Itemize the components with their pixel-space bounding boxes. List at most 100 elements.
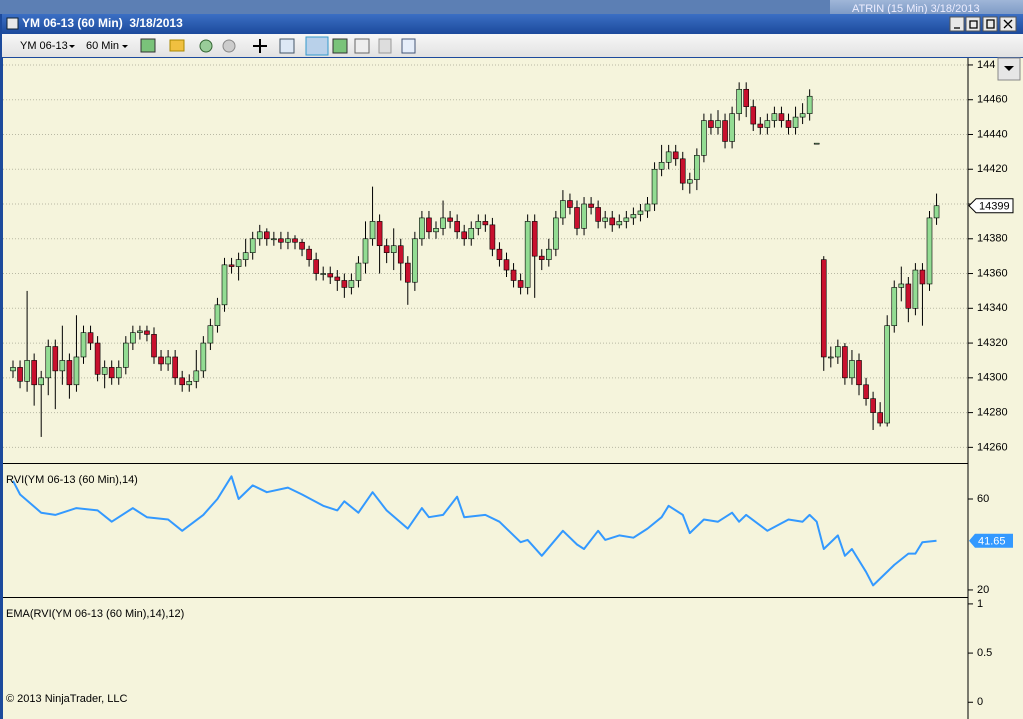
- candle-body: [52, 346, 59, 372]
- y-tick-label: 14460: [977, 94, 1008, 106]
- zoom-in-button[interactable]: [199, 39, 213, 53]
- candle-body: [524, 221, 531, 288]
- dropdown-arrow: [122, 45, 128, 48]
- candle-body: [179, 377, 185, 386]
- period-selector[interactable]: 60 Min: [86, 40, 119, 52]
- candle-body: [905, 283, 912, 309]
- value-axis: [968, 58, 1023, 719]
- candle-body: [285, 238, 291, 243]
- crosshair-button[interactable]: [253, 39, 267, 53]
- candle-body: [898, 283, 905, 288]
- candle-body: [397, 245, 404, 264]
- candle-body: [45, 346, 52, 379]
- properties-button[interactable]: [401, 38, 416, 54]
- candle-body: [581, 203, 587, 229]
- candle-body: [214, 304, 221, 326]
- candle-body: [517, 280, 524, 288]
- candle-body: [665, 151, 672, 163]
- candle-body: [496, 248, 503, 260]
- window-buttons: [949, 16, 1017, 32]
- candle-body: [87, 332, 94, 344]
- candle-body: [884, 325, 891, 424]
- candle-body: [567, 200, 573, 208]
- candle-body: [433, 228, 439, 233]
- candle-body: [426, 217, 432, 233]
- y-tick-label: 20: [977, 584, 989, 596]
- candle-body: [574, 207, 580, 229]
- candle-body: [912, 269, 919, 309]
- candle-body: [292, 238, 298, 243]
- background-window[interactable]: [830, 0, 1023, 14]
- candle-body: [10, 367, 16, 372]
- candle-body: [792, 116, 799, 128]
- candle-body: [108, 367, 115, 379]
- candle-body: [412, 238, 418, 283]
- last-value-label: 41.65: [978, 536, 1006, 548]
- candle-body: [933, 205, 940, 219]
- orders-button[interactable]: [378, 38, 392, 54]
- last-price-marker: [968, 198, 1014, 214]
- indicator-line: [12, 475, 937, 587]
- zoom-out-button[interactable]: [222, 39, 236, 53]
- y-tick-label: 14260: [977, 441, 1008, 453]
- candle-body: [799, 113, 806, 118]
- candle-body: [729, 113, 735, 142]
- candle-body: [877, 412, 883, 424]
- candle-body: [101, 367, 108, 375]
- candle-body: [694, 155, 700, 180]
- candle-body: [771, 113, 778, 121]
- chart-style-button[interactable]: [140, 38, 156, 53]
- draw-tool-button[interactable]: [169, 39, 185, 52]
- y-tick-label: 14380: [977, 233, 1008, 245]
- candle-body: [249, 238, 256, 253]
- candle-body: [299, 241, 305, 250]
- candle-body: [59, 360, 66, 372]
- candle-body: [588, 203, 594, 208]
- strategies-button[interactable]: [354, 38, 370, 54]
- y-tick-label: 0.5: [977, 647, 992, 659]
- window-icon: [6, 17, 19, 30]
- candle-body: [454, 221, 460, 233]
- bar-chart-button[interactable]: [305, 36, 329, 56]
- candle-body: [813, 142, 820, 145]
- candle-body: [271, 238, 277, 241]
- desktop: [0, 0, 1023, 14]
- candle-body: [447, 217, 453, 222]
- candle-body: [778, 113, 785, 121]
- chart-layer: 14260 14280 14300 14320 14340 14360 14380 144 0 0…: [3, 59, 1014, 708]
- last-price-label: 14399: [979, 201, 1010, 213]
- candle-body: [623, 217, 630, 222]
- candle-body: [151, 334, 157, 358]
- restore-button[interactable]: [965, 16, 981, 32]
- window-title: YM 06-13 (60 Min) 3/18/2013: [22, 16, 183, 30]
- candle-body: [221, 264, 228, 306]
- instrument-selector[interactable]: YM 06-13: [20, 40, 68, 52]
- window-button-glyphs: [954, 19, 1013, 29]
- minimize-button[interactable]: [949, 16, 965, 32]
- indicators-button[interactable]: [332, 38, 348, 54]
- toolbar-icons: [140, 36, 416, 56]
- candle-body: [616, 221, 623, 226]
- candle-body: [440, 217, 446, 229]
- y-tick-label: 14340: [977, 302, 1008, 314]
- candle-body: [73, 356, 80, 386]
- candle-body: [348, 280, 355, 288]
- candle-body: [820, 259, 827, 358]
- candle-body: [158, 356, 164, 365]
- data-box-button[interactable]: [279, 38, 295, 54]
- candle-body: [334, 276, 341, 281]
- candle-body: [362, 238, 369, 264]
- candle-body: [130, 332, 136, 344]
- candle-body: [38, 377, 45, 386]
- y-tick-label: 14280: [977, 406, 1008, 418]
- candle-body: [468, 228, 475, 240]
- candle-body: [736, 88, 742, 114]
- candle-body: [919, 269, 926, 285]
- maximize-button[interactable]: [982, 16, 998, 32]
- candle-body: [686, 179, 693, 184]
- candle-body: [256, 231, 263, 240]
- y-tick-label: 60: [977, 493, 989, 505]
- candle-body: [743, 88, 750, 107]
